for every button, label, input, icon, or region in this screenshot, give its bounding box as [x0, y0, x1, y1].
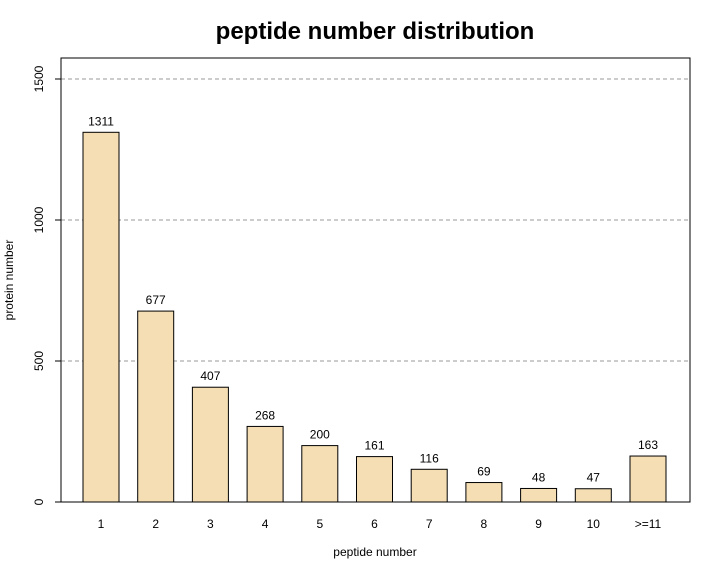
data-label: 69	[477, 465, 491, 479]
y-tick-label: 1500	[32, 65, 46, 92]
bar	[137, 310, 175, 503]
bar	[82, 131, 120, 503]
chart-title: peptide number distribution	[216, 18, 535, 45]
y-axis: 0 500 1000 1500	[32, 65, 61, 505]
plot-frame	[60, 57, 691, 503]
y-tick-label: 500	[32, 351, 46, 371]
x-tick-label: 5	[316, 517, 323, 531]
x-tick-label: 8	[481, 517, 488, 531]
x-tick-label: 3	[207, 517, 214, 531]
x-axis: 1 2 3 4 5 6 7 8 9 10 >=11	[98, 517, 662, 531]
bar	[410, 468, 448, 503]
y-tick-label: 0	[32, 498, 46, 505]
x-tick-label: 6	[371, 517, 378, 531]
data-label: 200	[310, 428, 330, 442]
y-axis-label: protein number	[2, 240, 16, 321]
x-axis-label: peptide number	[333, 545, 416, 559]
data-label: 116	[420, 451, 439, 465]
data-label: 48	[532, 470, 546, 484]
y-tick-label: 1000	[32, 206, 46, 233]
x-tick-label: 7	[426, 517, 433, 531]
bar	[191, 386, 229, 503]
bar	[356, 456, 393, 503]
bar	[574, 488, 612, 503]
bar	[465, 482, 503, 503]
bar	[629, 455, 667, 503]
data-label: 47	[587, 471, 601, 485]
data-labels: 1311 677 407 268 200 161 116 69 48 47 163	[88, 114, 658, 484]
data-label: 161	[364, 439, 384, 453]
data-label: 677	[146, 293, 166, 307]
bar	[246, 425, 284, 503]
data-label: 407	[200, 369, 220, 383]
x-tick-label: 4	[262, 517, 269, 531]
data-label: 163	[638, 438, 658, 452]
x-tick-label: 9	[535, 517, 542, 531]
data-label: 1311	[88, 114, 114, 128]
x-tick-label: >=11	[635, 517, 662, 531]
bar	[520, 487, 558, 503]
x-tick-label: 1	[98, 517, 105, 531]
bars	[82, 131, 667, 503]
data-label: 268	[255, 408, 275, 422]
bar	[301, 445, 339, 503]
x-tick-label: 10	[587, 517, 601, 531]
x-tick-label: 2	[152, 517, 159, 531]
